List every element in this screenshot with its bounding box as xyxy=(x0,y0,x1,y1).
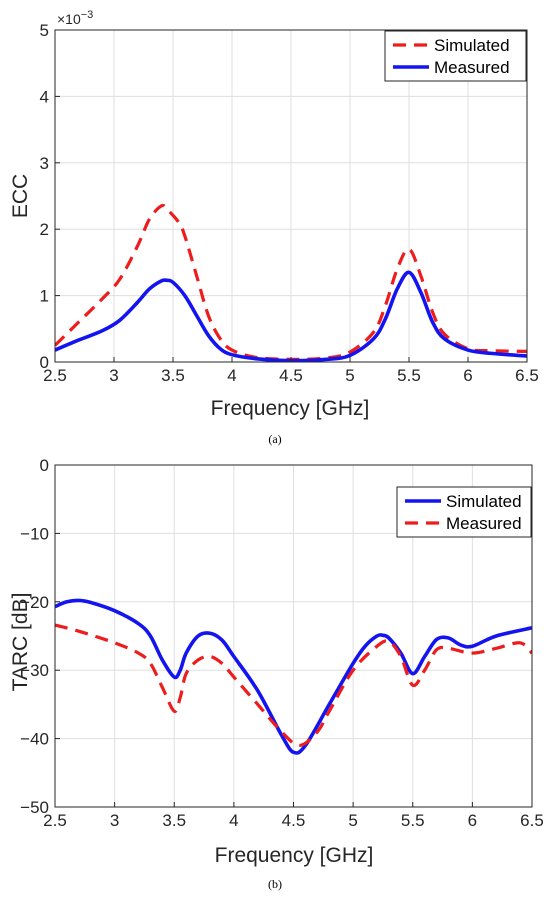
ecc-xtick-label: 6 xyxy=(463,366,472,385)
ecc-legend: Simulated Measured xyxy=(384,30,527,82)
ecc-ytick-label: 1 xyxy=(40,287,49,306)
ecc-xtick-label: 5.5 xyxy=(397,366,421,385)
ecc-series-measured-line xyxy=(55,270,527,362)
ecc-xtick-label: 6.5 xyxy=(515,366,539,385)
tarc-series-simulated-line xyxy=(55,598,532,755)
caption-a: (a) xyxy=(268,432,281,446)
tarc-xtick-label: 3.5 xyxy=(162,811,186,830)
tarc-xtick-label: 5.5 xyxy=(401,811,425,830)
ecc-yticks: 0 1 2 3 4 5 xyxy=(40,21,60,372)
ecc-ytick-label: 4 xyxy=(40,87,49,106)
ecc-xtick-label: 5 xyxy=(345,366,354,385)
ecc-grid xyxy=(54,29,528,363)
ecc-xtick-label: 2.5 xyxy=(43,366,67,385)
ecc-legend-label: Simulated xyxy=(434,36,510,55)
ecc-legend-label: Measured xyxy=(434,58,510,77)
tarc-legend-box xyxy=(396,486,532,538)
ecc-exponent-label: ×10−3 xyxy=(57,9,93,27)
tarc-xticks: 2.5 3 3.5 4 4.5 5 5.5 6 6.5 xyxy=(43,802,544,830)
caption-b: (b) xyxy=(268,877,282,891)
tarc-xtick-label: 3 xyxy=(110,811,119,830)
ecc-x-axis-label: Frequency [GHz] xyxy=(211,397,370,420)
ecc-legend-box xyxy=(384,30,527,82)
ecc-exponent-power: −3 xyxy=(81,9,94,21)
ecc-ytick-label: 0 xyxy=(40,353,49,372)
tarc-ytick-label: −30 xyxy=(20,661,49,680)
tarc-ytick-label: −10 xyxy=(20,524,49,543)
tarc-xtick-label: 5 xyxy=(348,811,357,830)
ecc-ytick-label: 2 xyxy=(40,220,49,239)
tarc-ytick-label: −50 xyxy=(20,798,49,817)
tarc-ytick-label: 0 xyxy=(40,456,49,475)
tarc-xtick-label: 6 xyxy=(468,811,477,830)
ecc-y-axis-label: ECC xyxy=(9,174,32,218)
tarc-ytick-label: −40 xyxy=(20,730,49,749)
tarc-series xyxy=(55,598,532,755)
ecc-series xyxy=(55,203,527,362)
ecc-xticks: 2.5 3 3.5 4 4.5 5 5.5 6 6.5 xyxy=(43,357,539,385)
tarc-legend-label: Measured xyxy=(446,514,522,533)
ecc-xtick-label: 4.5 xyxy=(279,366,303,385)
ecc-ytick-label: 3 xyxy=(40,154,49,173)
tarc-series-measured-line xyxy=(55,623,532,748)
ecc-ytick-label: 5 xyxy=(40,21,49,40)
ecc-series-simulated-line xyxy=(55,203,527,361)
tarc-xtick-label: 2.5 xyxy=(43,811,67,830)
tarc-yticks: −50 −40 −30 −20 −10 0 xyxy=(20,456,60,817)
tarc-ytick-label: −20 xyxy=(20,593,49,612)
ecc-xtick-label: 4 xyxy=(227,366,236,385)
tarc-xtick-label: 6.5 xyxy=(520,811,544,830)
tarc-xtick-label: 4 xyxy=(229,811,238,830)
tarc-chart: 2.5 3 3.5 4 4.5 5 5.5 6 6.5 −50 −40 −30 −20 −10 0 Fre… xyxy=(9,456,544,867)
ecc-xtick-label: 3.5 xyxy=(161,366,185,385)
ecc-chart: 2.5 3 3.5 4 4.5 5 5.5 6 6.5 0 1 2 3 4 5 Frequency [GH… xyxy=(9,9,539,420)
tarc-x-axis-label: Frequency [GHz] xyxy=(215,844,374,867)
ecc-exponent-base: ×10 xyxy=(57,11,81,27)
ecc-xtick-label: 3 xyxy=(109,366,118,385)
tarc-xtick-label: 4.5 xyxy=(282,811,306,830)
tarc-legend: Simulated Measured xyxy=(396,486,532,538)
tarc-legend-label: Simulated xyxy=(446,492,522,511)
tarc-y-axis-label: TARC [dB] xyxy=(9,593,32,692)
